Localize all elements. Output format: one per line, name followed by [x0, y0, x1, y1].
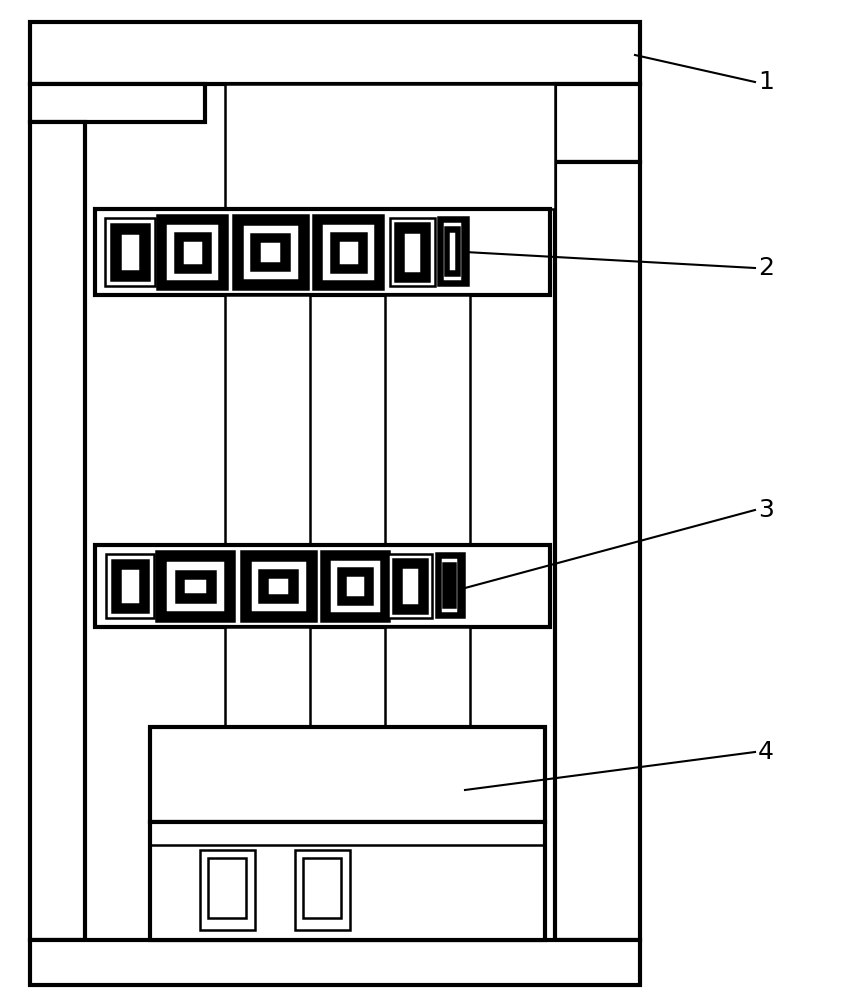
- Bar: [443, 563, 455, 607]
- Text: 4: 4: [758, 740, 774, 764]
- Bar: [295, 850, 350, 930]
- Bar: [394, 559, 426, 613]
- Bar: [95, 209, 550, 295]
- Bar: [30, 22, 640, 84]
- Bar: [389, 218, 434, 286]
- Bar: [240, 551, 316, 621]
- Bar: [259, 241, 281, 263]
- Bar: [440, 557, 458, 613]
- Bar: [241, 224, 298, 280]
- Bar: [225, 84, 555, 209]
- Bar: [183, 578, 207, 594]
- Bar: [111, 224, 149, 280]
- Text: 1: 1: [758, 70, 774, 94]
- Bar: [555, 162, 640, 940]
- Text: 2: 2: [758, 256, 774, 280]
- Bar: [303, 858, 341, 918]
- Bar: [233, 215, 307, 289]
- Bar: [438, 217, 468, 285]
- Bar: [401, 567, 419, 605]
- Bar: [388, 554, 432, 618]
- Bar: [251, 234, 289, 270]
- Bar: [176, 570, 215, 601]
- Bar: [225, 295, 310, 545]
- Bar: [442, 221, 462, 281]
- Bar: [436, 553, 464, 617]
- Bar: [175, 232, 209, 271]
- Bar: [200, 850, 255, 930]
- Bar: [120, 568, 139, 604]
- Bar: [266, 577, 289, 595]
- Bar: [182, 239, 202, 264]
- Bar: [448, 231, 456, 271]
- Bar: [156, 551, 234, 621]
- Bar: [249, 560, 306, 612]
- Bar: [165, 560, 225, 612]
- Bar: [225, 627, 310, 727]
- Bar: [112, 560, 148, 612]
- Bar: [95, 545, 550, 627]
- Bar: [385, 627, 470, 727]
- Bar: [30, 84, 205, 122]
- Bar: [403, 232, 421, 272]
- Bar: [345, 575, 365, 597]
- Bar: [150, 822, 545, 940]
- Bar: [321, 551, 389, 621]
- Bar: [395, 223, 429, 281]
- Bar: [157, 215, 227, 289]
- Bar: [260, 570, 297, 602]
- Bar: [337, 239, 358, 264]
- Bar: [322, 223, 375, 281]
- Bar: [30, 940, 640, 985]
- Bar: [30, 122, 85, 940]
- Bar: [150, 727, 545, 822]
- Bar: [330, 232, 366, 271]
- Bar: [338, 568, 372, 604]
- Bar: [165, 223, 219, 281]
- Bar: [445, 227, 459, 275]
- Bar: [385, 295, 470, 545]
- Bar: [208, 858, 246, 918]
- Bar: [106, 554, 154, 618]
- Bar: [555, 84, 640, 162]
- Bar: [120, 233, 140, 271]
- Bar: [105, 218, 155, 286]
- Bar: [330, 559, 381, 613]
- Bar: [313, 215, 383, 289]
- Text: 3: 3: [758, 498, 774, 522]
